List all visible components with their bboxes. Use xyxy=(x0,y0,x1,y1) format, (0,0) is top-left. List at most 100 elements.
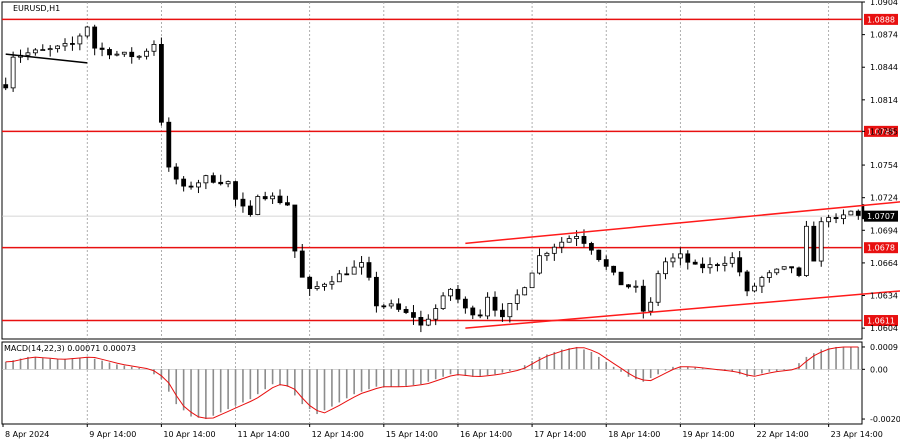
candle-body xyxy=(537,255,542,274)
candle-body xyxy=(55,45,61,50)
candle-body xyxy=(715,264,720,267)
candle-body xyxy=(833,217,839,220)
candle-body xyxy=(737,257,743,273)
candle-body xyxy=(855,210,861,216)
candle-body xyxy=(655,273,661,303)
level-price-tag xyxy=(864,125,898,137)
candle-body xyxy=(455,288,461,300)
candle-body xyxy=(307,276,313,289)
support-resistance-levels: 1.0888 1.0785 1.0678 1.0611 1.0707 xyxy=(2,13,898,327)
candle-body xyxy=(559,241,565,248)
chart-title: EURUSD,H1 xyxy=(13,4,60,13)
level-price-tag xyxy=(864,242,898,254)
candle-body xyxy=(203,175,209,184)
x-tick-label: 15 Apr 14:00 xyxy=(386,430,438,439)
candle-body xyxy=(359,262,364,268)
candle-body xyxy=(470,307,476,316)
candle-body xyxy=(796,267,802,276)
y-tick-label: 1.0694 xyxy=(870,226,898,235)
candle-body xyxy=(173,166,179,180)
candle-body xyxy=(418,316,424,326)
candle-body xyxy=(62,43,68,47)
candle-body xyxy=(551,246,557,254)
x-tick-label: 12 Apr 14:00 xyxy=(312,430,364,439)
level-price-label: 1.0888 xyxy=(867,15,895,24)
candle-body xyxy=(40,49,46,51)
candle-body xyxy=(329,281,335,285)
time-axis: 8 Apr 2024 9 Apr 14:00 10 Apr 14:00 11 Apr … xyxy=(2,424,883,439)
candlestick-series xyxy=(3,24,861,333)
candle-body xyxy=(121,51,127,55)
candle-body xyxy=(166,121,172,168)
candle-body xyxy=(411,312,416,318)
x-tick-label: 11 Apr 14:00 xyxy=(238,430,290,439)
candle-body xyxy=(692,261,698,265)
candle-body xyxy=(285,202,290,206)
candle-body xyxy=(640,285,646,312)
candle-body xyxy=(707,264,713,269)
candle-body xyxy=(77,35,83,45)
candle-body xyxy=(507,302,513,318)
macd-title: MACD(14,22,3) 0.00071 0.00073 xyxy=(4,344,136,353)
candle-body xyxy=(766,272,772,278)
candle-body xyxy=(803,225,809,276)
candle-body xyxy=(107,49,112,56)
candle-body xyxy=(588,243,594,251)
candle-body xyxy=(144,50,149,57)
y-tick-label: 1.0664 xyxy=(870,259,898,268)
candle-body xyxy=(277,195,283,204)
candle-body xyxy=(84,26,90,37)
x-tick-label: 9 Apr 14:00 xyxy=(89,430,136,439)
level-price-label: 1.0611 xyxy=(867,317,895,326)
candle-body xyxy=(292,204,298,252)
x-tick-label: 19 Apr 14:00 xyxy=(682,430,734,439)
candle-body xyxy=(670,257,676,263)
candle-body xyxy=(611,265,617,273)
candle-body xyxy=(388,303,394,307)
candle-body xyxy=(344,273,350,276)
candle-body xyxy=(500,309,505,318)
candle-body xyxy=(10,56,16,89)
candle-body xyxy=(529,272,535,289)
x-tick-label: 8 Apr 2024 xyxy=(5,430,49,439)
candle-body xyxy=(196,182,201,188)
x-tick-label: 17 Apr 14:00 xyxy=(534,430,586,439)
candle-body xyxy=(32,49,38,54)
candle-body xyxy=(366,262,372,278)
candle-body xyxy=(70,43,75,45)
candle-body xyxy=(403,308,409,313)
candle-body xyxy=(270,195,276,200)
level-price-label: 1.0785 xyxy=(867,127,895,136)
candle-body xyxy=(759,277,765,287)
candle-body xyxy=(381,305,387,308)
candle-body xyxy=(225,181,231,185)
main-panel-border xyxy=(1,1,863,340)
candle-body xyxy=(826,217,832,223)
candle-body xyxy=(233,181,238,200)
x-tick-label: 10 Apr 14:00 xyxy=(163,430,215,439)
candle-body xyxy=(663,261,668,275)
grid-lines xyxy=(86,2,830,424)
candle-body xyxy=(262,196,268,200)
candle-body xyxy=(841,214,846,220)
chart-frame xyxy=(1,1,863,425)
candle-body xyxy=(47,48,53,51)
candle-body xyxy=(729,257,735,264)
candle-body xyxy=(514,294,520,304)
y-tick-label: 1.0785 xyxy=(870,127,898,136)
candle-body xyxy=(462,298,468,309)
candle-body xyxy=(789,266,794,269)
candle-body xyxy=(522,287,528,296)
candle-body xyxy=(596,249,602,261)
candle-body xyxy=(99,47,105,50)
candle-body xyxy=(425,318,431,326)
level-price-label: 1.0678 xyxy=(867,244,895,253)
y-tick-label: 1.0754 xyxy=(870,161,898,170)
candle-body xyxy=(3,84,9,89)
candle-body xyxy=(114,53,120,56)
candle-body xyxy=(677,253,683,259)
current-price-tag xyxy=(864,210,898,222)
candle-body xyxy=(722,262,728,266)
